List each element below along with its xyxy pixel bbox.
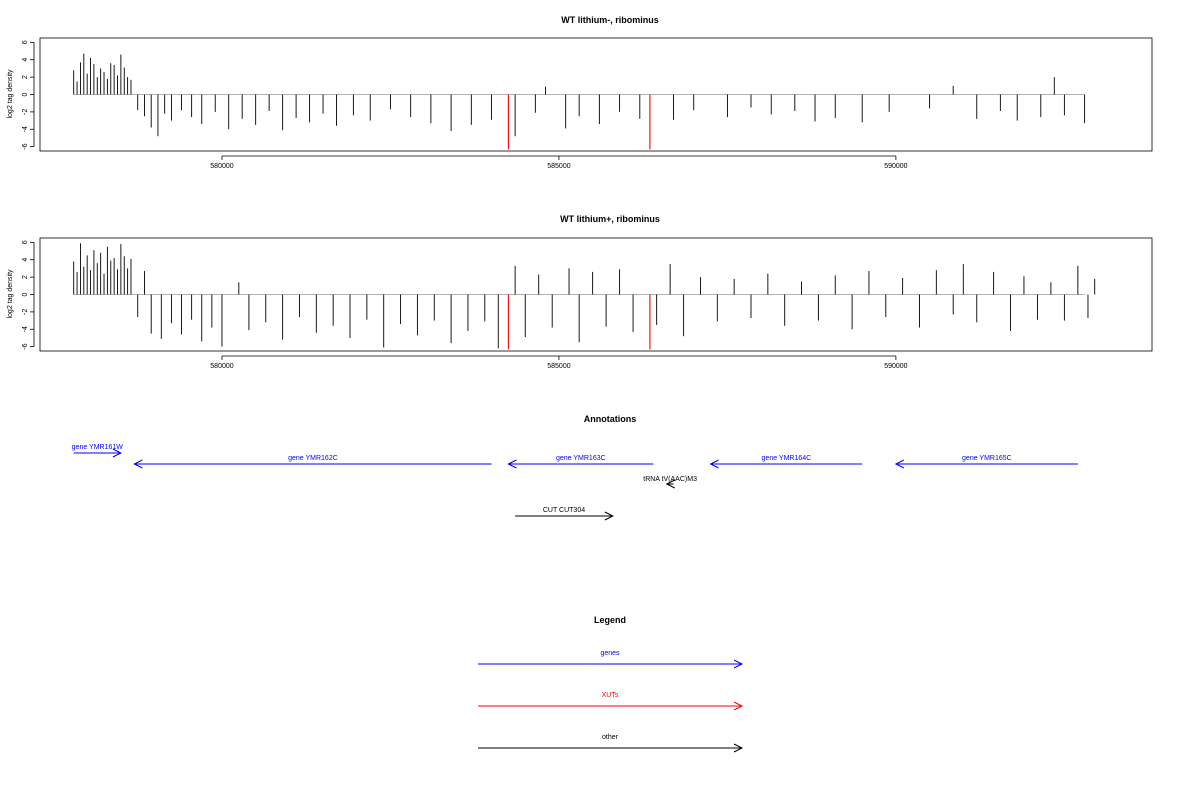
y-axis: 6 4 2 0 -2 -4 -6 [22,240,35,350]
annotation-label: gene YMR162C [288,455,338,462]
y-axis: 6 4 2 0 -2 -4 -6 [22,40,35,150]
x-axis: 580000 585000 590000 [210,155,908,170]
annotation-arrow [507,459,654,469]
x-tick-label: 590000 [884,163,907,170]
y-tick-label: -4 [22,126,29,132]
annotations-title: Annotations [584,414,637,424]
x-tick-label: 585000 [547,363,570,370]
panel-title: WT lithium+, ribominus [560,214,660,224]
y-tick-label: 2 [22,275,29,279]
annotation-label: gene YMR164C [762,455,812,462]
y-tick-label: 4 [22,58,29,62]
y-tick-label: 6 [22,240,29,244]
annotation-arrow [665,479,675,489]
legend-label: genes [600,650,620,657]
x-axis: 580000 585000 590000 [210,355,908,370]
plot-frame [39,237,1153,352]
panel-lithium-minus: WT lithium-, ribominus log2 tag density … [7,15,1153,170]
bar-marks [73,53,1086,150]
legend-title: Legend [594,615,626,625]
y-tick-label: -2 [22,309,29,315]
annotation-arrow [515,511,614,521]
annotation-label: gene YMR163C [556,455,606,462]
y-tick-label: 2 [22,75,29,79]
legend-label: XUTs [602,692,619,699]
legend-items: genes XUTs other [478,650,744,753]
y-tick-label: -2 [22,109,29,115]
y-tick-label: -4 [22,326,29,332]
y-axis-label: log2 tag density [7,69,14,119]
x-tick-label: 580000 [210,163,233,170]
y-tick-label: 0 [22,92,29,96]
y-tick-label: -6 [22,343,29,349]
annotation-label: gene YMR165C [962,455,1012,462]
annotation-label: gene YMR161W [72,444,124,451]
y-tick-label: 0 [22,292,29,296]
x-tick-label: 580000 [210,363,233,370]
annotation-arrow [894,459,1078,469]
legend-panel: Legend genes XUTs other [478,615,744,753]
annotation-arrow [133,459,492,469]
plot-frame [39,37,1153,152]
annotation-items: gene YMR161W gene YMR162C gene YMR163C gene… [72,444,1078,521]
annotation-label: CUT CUT304 [543,507,585,514]
legend-label: other [602,734,619,741]
annotation-arrow [709,459,863,469]
x-tick-label: 590000 [884,363,907,370]
y-tick-label: -6 [22,143,29,149]
bar-marks [73,243,1096,350]
legend-arrow [478,659,744,669]
annotation-arrow [73,448,122,458]
panel-title: WT lithium-, ribominus [561,15,659,25]
legend-arrow [478,701,744,711]
y-tick-label: 4 [22,258,29,262]
panel-lithium-plus: WT lithium+, ribominus log2 tag density … [7,214,1153,370]
y-tick-label: 6 [22,40,29,44]
x-tick-label: 585000 [547,163,570,170]
annotation-label: tRNA tV(AAC)M3 [643,476,697,483]
y-axis-label: log2 tag density [7,269,14,319]
legend-arrow [478,743,744,753]
